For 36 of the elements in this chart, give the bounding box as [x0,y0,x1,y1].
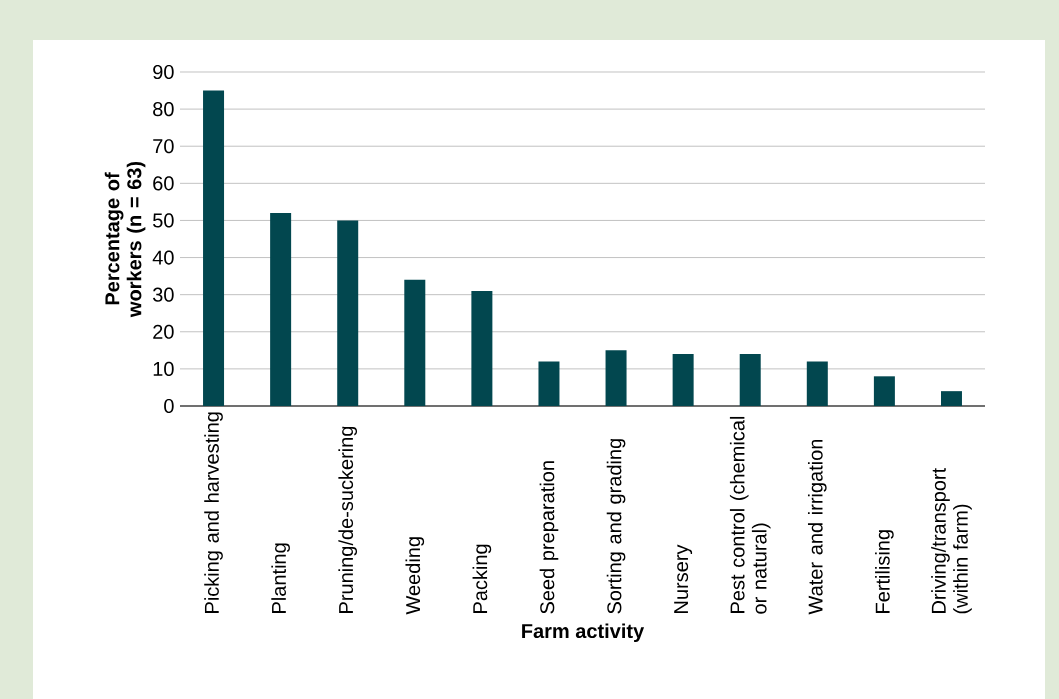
y-tick-label: 70 [153,139,174,154]
bar [873,376,895,406]
y-tick-label: 80 [153,102,174,117]
x-axis-title: Farm activity [522,623,645,643]
y-tick-label: 20 [153,324,174,339]
bar [538,361,560,406]
bar [404,279,426,406]
bar [337,220,359,406]
bar [739,354,761,406]
y-tick-label: 90 [153,64,174,80]
x-tick-label: Nursery [674,544,693,613]
x-tick-label: Driving/transport (within farm) [931,467,972,614]
y-tick-label: 50 [153,213,174,228]
x-tick-label: Pest control (chemical or natural) [729,416,771,614]
bar [270,213,292,406]
x-tick-label: Pruning/de-suckering [338,426,358,613]
bar [940,391,962,406]
bar [471,290,493,406]
bar [203,90,225,406]
bar [672,354,694,406]
x-tick-label: Weeding [405,537,425,615]
x-tick-label: Water and irrigation [807,439,827,615]
x-tick-label: Seed preparation [539,461,559,614]
x-tick-label: Sorting and grading [606,439,626,614]
y-axis-title: Percentage of workers (n = 63) [104,161,146,318]
x-tick-label: Planting [271,543,290,613]
y-tick-label: 0 [164,398,174,414]
y-tick-label: 30 [152,287,174,302]
x-tick-label: Fertilising [875,530,894,613]
x-tick-label: Picking and harvesting [204,412,223,613]
y-tick-label: 10 [153,361,174,376]
bar [605,350,627,406]
y-tick-label: 40 [152,250,174,265]
y-tick-label: 60 [153,176,174,191]
x-tick-label: Packing [472,544,492,613]
bar [806,361,828,406]
